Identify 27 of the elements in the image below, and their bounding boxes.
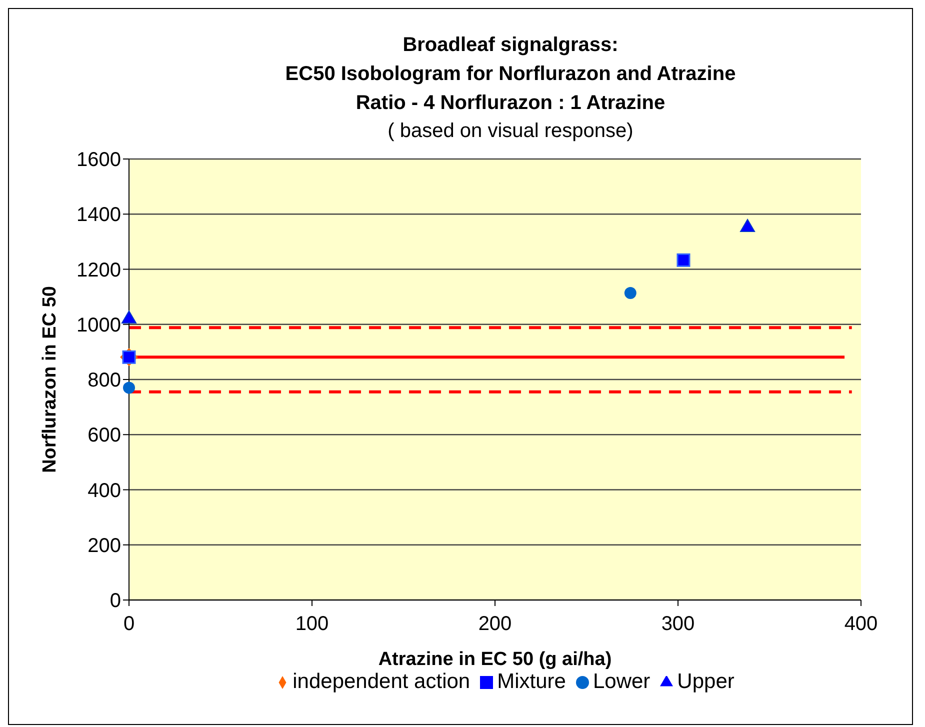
y-axis-title: Norflurazon in EC 50 (40, 286, 61, 473)
legend-label: Mixture (497, 670, 566, 693)
point (123, 382, 135, 394)
legend-label: Lower (592, 670, 650, 693)
x-tick-label: 0 (123, 613, 135, 636)
x-tick-label: 300 (661, 613, 695, 636)
y-tick-label: 1400 (76, 204, 121, 226)
point (740, 219, 756, 232)
y-tick-label: 1000 (76, 314, 121, 336)
y-tick-label: 600 (88, 424, 121, 447)
x-tick-label: 400 (844, 613, 878, 636)
legend-label: independent action (292, 670, 470, 693)
chart-subtitle: ( based on visual response) (386, 119, 634, 144)
point (122, 310, 136, 324)
chart-title: Broadleaf signalgrass: EC50 Isobologram for Norflurazon and Atrazine Ratio - 4 Norflurazon : 1 Atrazine (284, 33, 737, 116)
legend-label: Upper (677, 670, 734, 693)
y-tick-label: 800 (88, 370, 121, 392)
x-tick-label: 100 (295, 613, 329, 636)
y-tick-label: 1200 (76, 259, 121, 282)
point (624, 286, 636, 299)
x-tick-label: 200 (478, 613, 512, 636)
y-tick-label: 400 (88, 480, 121, 502)
point (676, 253, 690, 267)
y-tick-label: 0 (110, 590, 121, 612)
y-tick-label: 1600 (76, 149, 121, 172)
y-tick-label: 200 (88, 534, 121, 557)
x-axis-title: Atrazine in EC 50 (g ai/ha) (378, 649, 612, 670)
